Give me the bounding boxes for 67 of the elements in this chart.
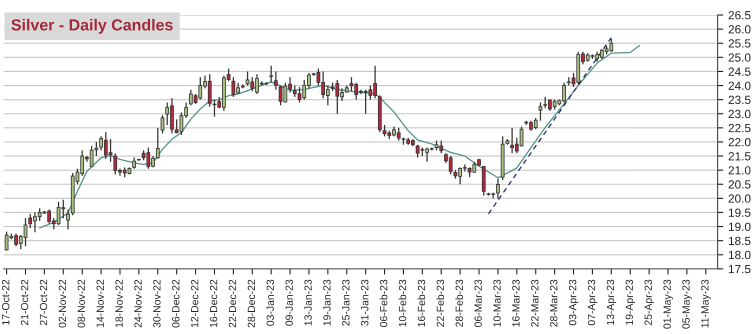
x-tick-label: 24-Nov-22 xyxy=(134,280,142,328)
x-tick-label: 10-Mar-23 xyxy=(493,280,501,327)
x-tick-label: 03-Apr-23 xyxy=(568,280,578,326)
y-tick-label: 21.0 xyxy=(728,166,751,175)
y-tick-label: 19.0 xyxy=(728,222,751,231)
x-tick-label: 14-Nov-22 xyxy=(96,280,104,328)
y-tick-label: 22.0 xyxy=(728,138,751,146)
y-tick-label: 26.0 xyxy=(728,25,751,34)
y-tick-label: 25.5 xyxy=(728,39,751,48)
x-tick-label: 19-Jan-23 xyxy=(323,280,331,326)
x-tick-label: 28-Mar-23 xyxy=(550,280,558,327)
x-tick-label: 01-May-23 xyxy=(663,280,673,329)
candlestick xyxy=(496,178,500,199)
x-tick-label: 12-Dec-22 xyxy=(190,280,198,328)
x-tick-label: 06-Mar-23 xyxy=(474,280,482,327)
x-tick-label: 17-Oct-22 xyxy=(2,280,10,325)
line-series xyxy=(39,44,640,229)
y-tick-label: 23.5 xyxy=(728,96,751,104)
x-tick-label: 18-Nov-22 xyxy=(115,280,123,328)
chart-title: Silver - Daily Candles xyxy=(11,18,173,34)
y-tick-label: 24.0 xyxy=(728,82,751,90)
x-tick-label: 16-Mar-23 xyxy=(512,280,520,327)
x-tick-label: 13-Jan-23 xyxy=(304,280,312,326)
x-tick-label: 22-Mar-23 xyxy=(531,280,539,327)
candlestick xyxy=(274,70,278,90)
y-tick-label: 18.5 xyxy=(728,236,751,246)
y-tick-label: 20.0 xyxy=(728,194,751,203)
x-tick-label: 06-Feb-23 xyxy=(380,280,388,327)
y-tick-label: 25.0 xyxy=(728,53,751,62)
candlestick xyxy=(156,127,160,160)
candlestick xyxy=(538,102,542,122)
x-tick-label: 02-Nov-22 xyxy=(58,280,66,328)
x-tick-label: 22-Dec-22 xyxy=(228,280,236,328)
x-tick-label: 28-Feb-23 xyxy=(455,280,463,327)
x-tick-label: 25-Jan-23 xyxy=(342,280,350,326)
x-tick-label: 25-Apr-23 xyxy=(644,280,654,326)
x-tick-label: 16-Dec-22 xyxy=(210,280,218,328)
y-tick-label: 21.5 xyxy=(728,152,751,160)
y-tick-label: 20.5 xyxy=(728,180,751,189)
y-tick-label: 18.0 xyxy=(728,250,751,260)
y-tick-label: 24.5 xyxy=(728,67,751,76)
x-tick-label: 10-Feb-23 xyxy=(398,280,406,327)
x-tick-label: 03-Jan-23 xyxy=(266,280,274,326)
x-tick-label: 09-Jan-23 xyxy=(285,280,293,326)
x-tick-label: 07-Apr-23 xyxy=(588,280,598,326)
x-tick-label: 08-Nov-22 xyxy=(78,280,85,328)
candlestick xyxy=(269,65,274,84)
x-tick-label: 28-Dec-22 xyxy=(248,280,256,328)
y-tick-label: 23.0 xyxy=(728,110,751,118)
x-tick-label: 31-Jan-23 xyxy=(361,280,368,326)
x-tick-label: 13-Apr-23 xyxy=(606,280,616,325)
x-tick-label: 21-Oct-22 xyxy=(20,280,28,326)
y-tick-label: 17.5 xyxy=(728,265,751,274)
y-tick-label: 19.5 xyxy=(728,208,751,217)
y-tick-label: 26.5 xyxy=(728,11,751,20)
candlestick xyxy=(160,114,164,134)
x-tick-label: 11-May-23 xyxy=(701,280,711,328)
x-tick-label: 16-Feb-23 xyxy=(417,280,426,327)
candlestick xyxy=(66,209,70,230)
x-tick-label: 27-Oct-22 xyxy=(40,280,48,326)
x-tick-label: 05-May-23 xyxy=(682,280,692,329)
x-tick-label: 06-Dec-22 xyxy=(172,280,180,328)
y-tick-label: 22.5 xyxy=(728,124,751,132)
x-tick-label: 19-Apr-23 xyxy=(626,280,636,325)
candlestick xyxy=(132,156,136,170)
x-tick-label: 22-Feb-23 xyxy=(436,280,444,327)
x-tick-label: 30-Nov-22 xyxy=(153,280,161,328)
